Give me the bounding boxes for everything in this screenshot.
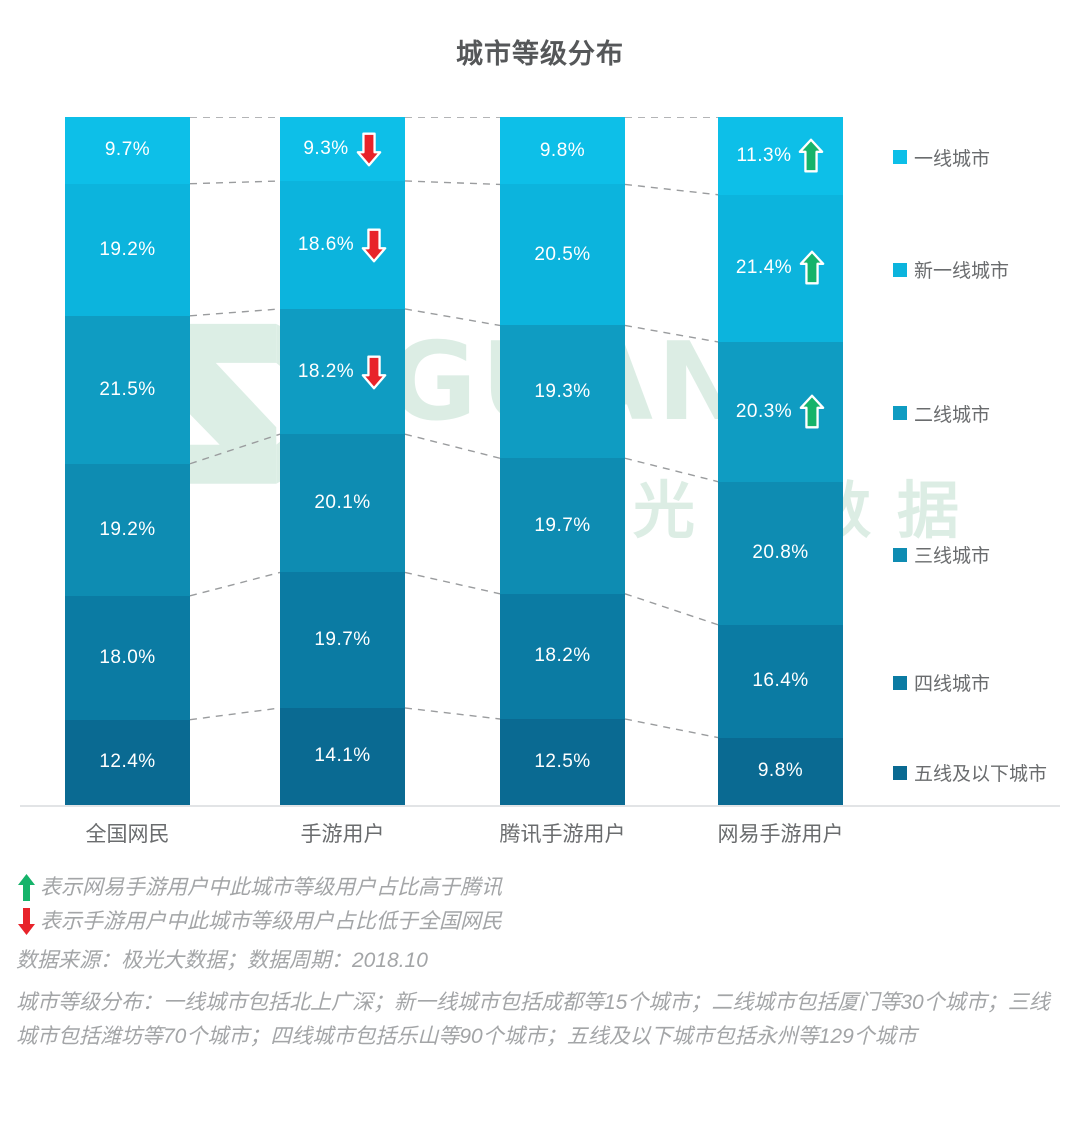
legend-label: 新一线城市 — [914, 261, 1010, 283]
legend-label: 一线城市 — [914, 148, 991, 170]
bar-segment-value: 18.0% — [99, 646, 156, 668]
bar-segment[interactable]: 20.3% — [718, 341, 843, 482]
bar-segment[interactable]: 20.8% — [718, 481, 843, 625]
bar-segment-value: 20.3% — [735, 400, 793, 422]
bar-segment[interactable]: 19.2% — [65, 463, 190, 596]
note-up-text: 表示网易手游用户中此城市等级用户占比高于腾讯 — [40, 876, 502, 899]
legend-label: 二线城市 — [914, 404, 991, 426]
bar-segment-value: 14.1% — [314, 745, 371, 767]
bar-segment[interactable]: 18.0% — [65, 595, 190, 720]
bar-segment-value: 20.8% — [752, 542, 809, 564]
bar-segment-value: 18.6% — [297, 233, 355, 255]
bar-segment[interactable]: 19.7% — [280, 572, 405, 708]
legend-label: 五线及以下城市 — [914, 764, 1048, 786]
bar-segment-value: 12.4% — [99, 751, 156, 773]
bar-segment[interactable]: 9.3% — [280, 117, 405, 181]
bar-segment-value: 19.2% — [99, 238, 156, 260]
bar-segment[interactable]: 21.5% — [65, 315, 190, 464]
arrow-up-icon — [799, 249, 825, 287]
x-axis-line — [20, 805, 1060, 807]
arrow-down-icon — [356, 130, 382, 168]
arrow-down-icon — [361, 226, 387, 264]
bar-segment-value: 20.5% — [534, 243, 591, 265]
x-axis-labels: 全国网民 手游用户 腾讯手游用户 网易手游用户 — [0, 818, 1080, 854]
bar-segment-value: 19.3% — [534, 380, 591, 402]
x-axis-label: 腾讯手游用户 — [499, 823, 626, 846]
bar-segment[interactable]: 20.5% — [500, 184, 625, 326]
bar-segment[interactable]: 12.4% — [65, 719, 190, 805]
note-down: 表示手游用户中此城市等级用户占比低于全国网民 — [12, 906, 1072, 938]
arrow-up-icon — [12, 872, 40, 901]
legend-item[interactable]: 新一线城市 — [893, 256, 1009, 283]
note-down-text: 表示手游用户中此城市等级用户占比低于全国网民 — [40, 910, 502, 933]
x-axis-label: 网易手游用户 — [717, 823, 844, 846]
legend-item[interactable]: 一线城市 — [893, 144, 990, 171]
bar-segment-value: 21.4% — [735, 257, 793, 279]
arrow-down-icon — [361, 353, 387, 391]
bar-segment[interactable]: 11.3% — [718, 117, 843, 195]
page-title: 城市等级分布 — [456, 39, 624, 69]
bar-segment[interactable]: 9.8% — [500, 117, 625, 185]
x-axis-label: 全国网民 — [85, 823, 170, 846]
bar-segment-value: 19.2% — [99, 518, 156, 540]
stacked-bar: 9.3% 18.6% 18.2% 20.1% 19.7% 14.1% — [280, 117, 405, 805]
bar-segment[interactable]: 12.5% — [500, 718, 625, 805]
legend-label: 三线城市 — [914, 546, 991, 568]
note-detail: 城市等级分布：一线城市包括北上广深；新一线城市包括成都等15个城市；二线城市包括… — [16, 991, 1050, 1048]
x-axis-label: 手游用户 — [300, 823, 385, 846]
legend-label: 四线城市 — [914, 674, 991, 696]
chart-footnotes: 表示网易手游用户中此城市等级用户占比高于腾讯 表示手游用户中此城市等级用户占比低… — [12, 872, 1072, 1054]
bar-segment[interactable]: 18.6% — [280, 180, 405, 309]
bar-segment-value: 18.2% — [297, 360, 355, 382]
bar-segment-value: 9.8% — [757, 760, 804, 782]
bar-segment[interactable]: 21.4% — [718, 194, 843, 342]
bar-segment[interactable]: 20.1% — [280, 434, 405, 573]
legend-swatch — [893, 675, 907, 690]
bar-segment[interactable]: 16.4% — [718, 624, 843, 738]
bar-segment-value: 11.3% — [736, 144, 792, 166]
stacked-bar: 11.3% 21.4% 20.3% 20.8% 16.4% 9.8% — [718, 117, 843, 805]
bar-segment-value: 19.7% — [314, 629, 371, 651]
bar-segment-value: 19.7% — [534, 515, 591, 536]
bar-segment[interactable]: 18.2% — [280, 308, 405, 435]
legend-swatch — [893, 547, 907, 562]
bar-segment[interactable]: 18.2% — [500, 593, 625, 719]
bar-segment[interactable]: 14.1% — [280, 707, 405, 805]
note-source: 数据来源：极光大数据；数据周期：2018.10 — [16, 949, 428, 972]
bar-segment-value: 12.5% — [534, 750, 591, 772]
bar-segment-value: 21.5% — [99, 378, 156, 400]
bar-segment[interactable]: 19.3% — [500, 325, 625, 459]
legend-swatch — [893, 765, 907, 780]
bar-segment-value: 16.4% — [752, 670, 809, 692]
legend-swatch — [893, 406, 907, 421]
arrow-down-icon — [12, 906, 40, 935]
arrow-up-icon — [799, 393, 825, 431]
bar-segment-value: 20.1% — [314, 492, 371, 514]
legend-item[interactable]: 五线及以下城市 — [893, 759, 1047, 786]
legend-item[interactable]: 四线城市 — [893, 669, 990, 696]
bar-segment[interactable]: 19.2% — [65, 183, 190, 316]
chart-plot-area: 9.7% 19.2% 21.5% 19.2% 18.0% 12.4% 9.3% 18.6% 18… — [0, 117, 1080, 805]
stacked-bar: 9.7% 19.2% 21.5% 19.2% 18.0% 12.4% — [65, 117, 190, 805]
bar-segment-value: 9.3% — [303, 137, 349, 159]
stacked-bar: 9.8% 20.5% 19.3% 19.7% 18.2% 12.5% — [500, 117, 625, 805]
bar-segment[interactable]: 9.8% — [718, 737, 843, 805]
chart-legend: 一线城市新一线城市二线城市三线城市四线城市五线及以下城市 — [893, 117, 1080, 805]
legend-item[interactable]: 二线城市 — [893, 400, 990, 427]
legend-swatch — [893, 150, 907, 165]
note-up: 表示网易手游用户中此城市等级用户占比高于腾讯 — [12, 872, 1072, 904]
bar-segment-value: 18.2% — [534, 645, 591, 667]
bar-segment[interactable]: 9.7% — [65, 117, 190, 184]
legend-swatch — [893, 262, 907, 277]
legend-item[interactable]: 三线城市 — [893, 541, 990, 568]
arrow-up-icon — [798, 137, 824, 175]
bar-segment[interactable]: 19.7% — [500, 458, 625, 594]
bar-segment-value: 9.8% — [539, 139, 586, 161]
bar-segment-value: 9.7% — [104, 139, 151, 161]
